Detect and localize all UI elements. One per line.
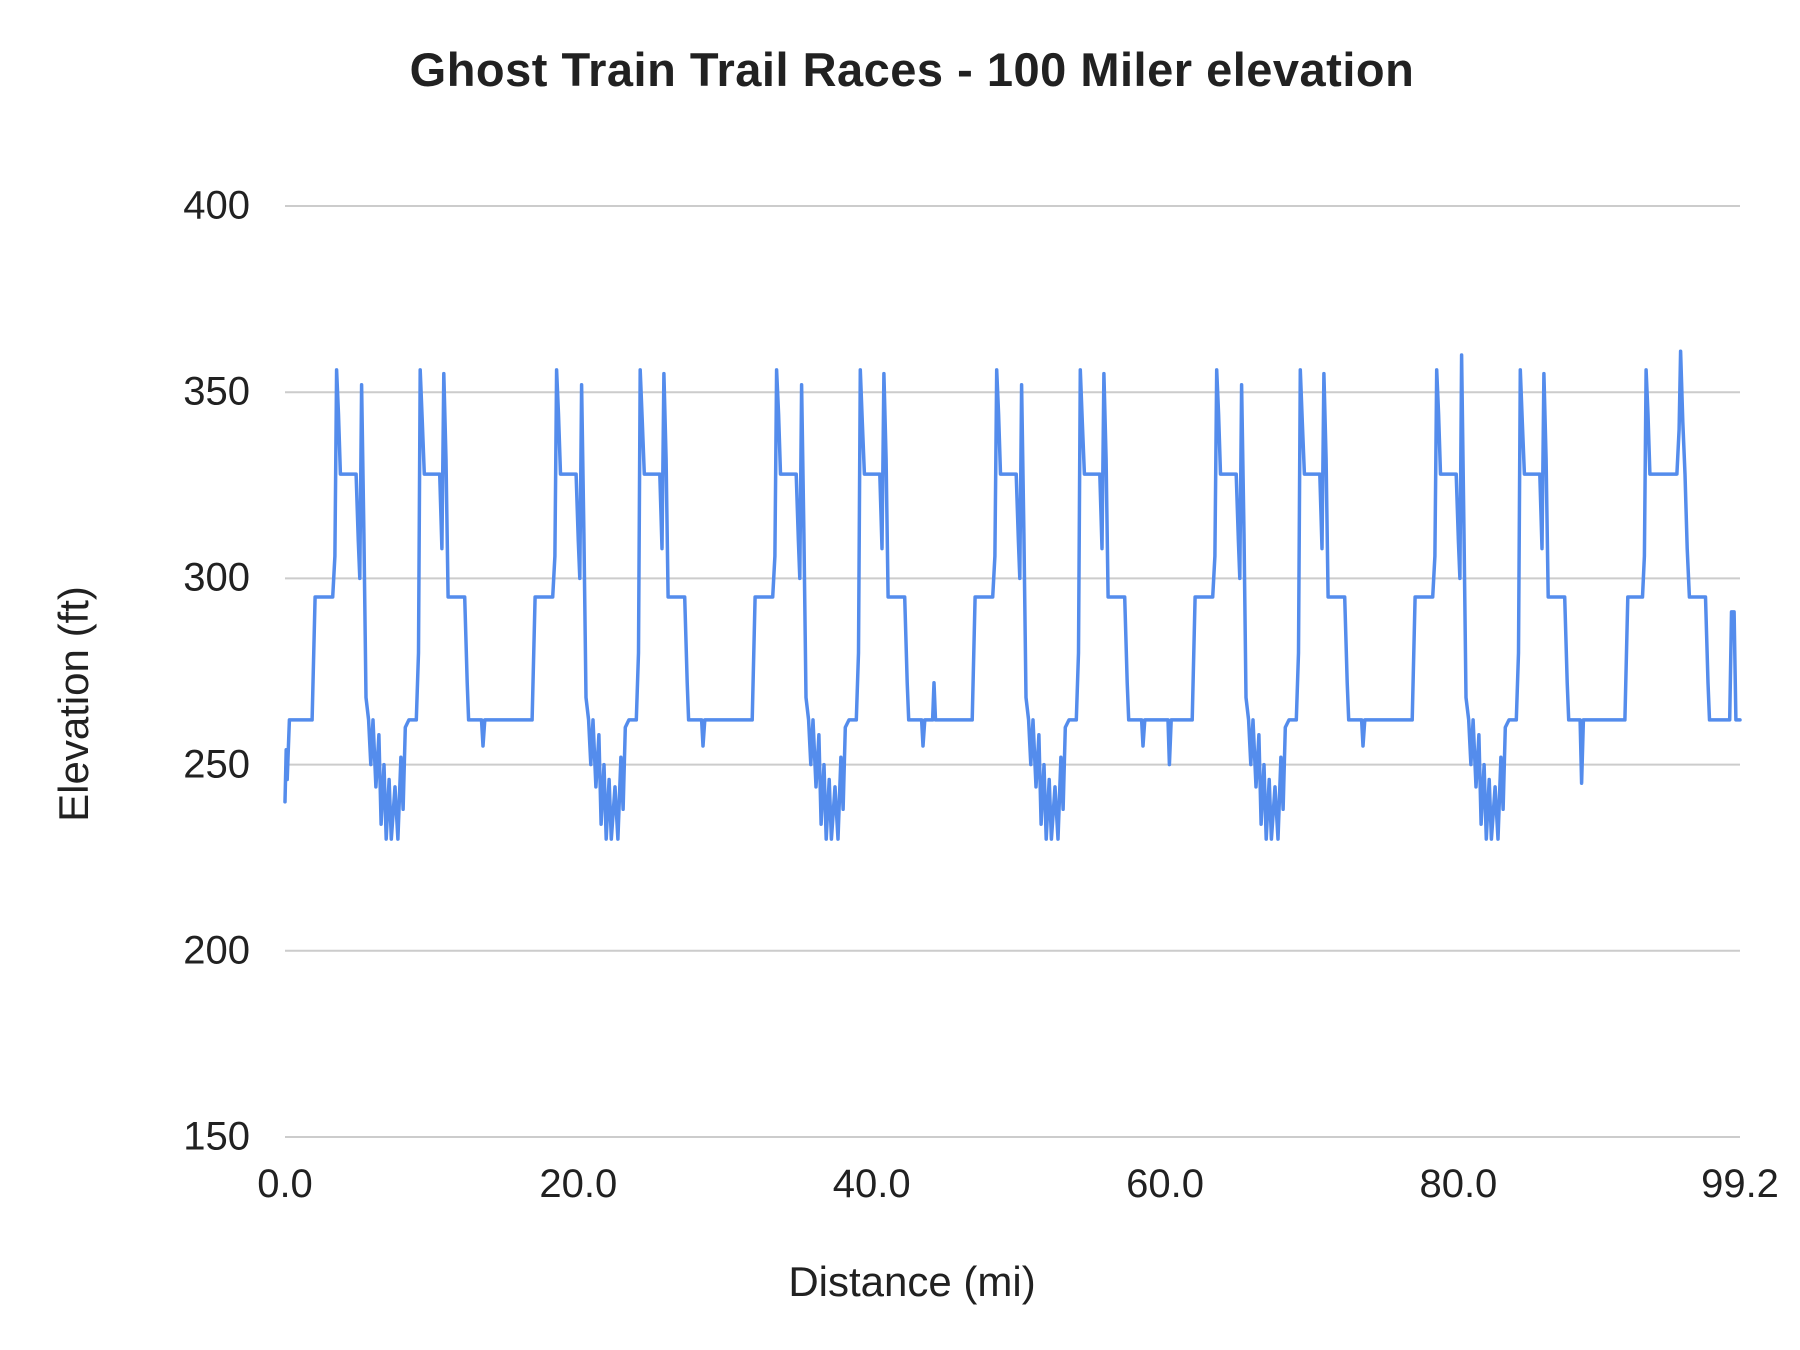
x-tick-label: 80.0 [1419,1162,1498,1206]
x-tick-label: 40.0 [832,1162,911,1206]
y-tick-label: 350 [183,369,250,414]
y-tick-label: 150 [183,1114,250,1159]
x-axis-title: Distance (mi) [788,1258,1036,1305]
x-tick-label: 99.2 [1701,1162,1779,1206]
x-tick-label: 20.0 [539,1162,618,1206]
x-tick-label: 0.0 [257,1162,313,1206]
y-tick-label: 400 [183,183,250,228]
y-tick-label: 200 [183,928,250,973]
x-tick-label: 60.0 [1126,1162,1204,1206]
elevation-line [283,349,1742,841]
y-tick-label: 300 [183,555,250,600]
y-tick-label: 250 [183,742,250,787]
chart-title: Ghost Train Trail Races - 100 Miler elev… [409,43,1415,96]
